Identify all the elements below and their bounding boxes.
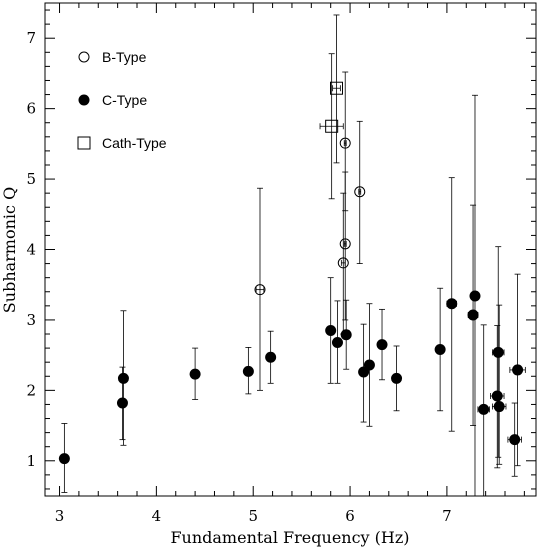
y-tick-label: 7 [26, 29, 36, 47]
legend: B-Type C-Type Cath-Type [77, 49, 167, 151]
c-type-point [509, 434, 521, 446]
c-type-point [493, 401, 505, 413]
y-tick-label: 2 [26, 381, 36, 399]
c-type-point [58, 453, 70, 465]
axis-ticks [45, 3, 536, 496]
legend-label: C-Type [102, 92, 147, 108]
c-type-point [189, 368, 201, 380]
b-type-point [339, 137, 351, 149]
c-type-point [512, 364, 524, 376]
c-type-point [491, 390, 503, 402]
c-type-point [242, 365, 254, 377]
tick-labels: 3 4 5 6 7 1 2 3 4 5 6 7 [26, 29, 451, 525]
y-tick-label: 5 [26, 170, 36, 188]
c-type-point [469, 290, 481, 302]
y-tick-label: 3 [26, 311, 36, 329]
b-type-point [354, 186, 366, 198]
c-type-point [331, 336, 343, 348]
c-type-point [446, 298, 458, 310]
c-type-point [340, 329, 352, 341]
x-tick-label: 4 [152, 507, 162, 525]
legend-marker [78, 51, 90, 63]
x-tick-label: 5 [248, 507, 258, 525]
c-type-point [325, 324, 337, 336]
y-tick-label: 1 [26, 452, 36, 470]
y-axis-label: Subharmonic Q [0, 187, 19, 313]
c-type-point [363, 359, 375, 371]
cath-type-point [330, 81, 344, 95]
c-type-point [376, 339, 388, 351]
x-tick-label: 6 [345, 507, 355, 525]
data-marks [58, 14, 526, 497]
c-type-point [492, 346, 504, 358]
legend-marker [77, 136, 91, 150]
c-type-point [467, 309, 479, 321]
b-type-point [339, 238, 351, 250]
b-type-point [337, 257, 349, 269]
c-type-point [391, 372, 403, 384]
cath-type-point [325, 119, 339, 133]
x-tick-label: 7 [442, 507, 452, 525]
x-axis-label: Fundamental Frequency (Hz) [170, 528, 409, 547]
plot-frame [44, 2, 537, 497]
x-tick-label: 3 [55, 507, 65, 525]
legend-label: B-Type [102, 49, 147, 65]
c-type-point [116, 397, 128, 409]
y-tick-label: 6 [26, 100, 36, 118]
c-type-point [117, 372, 129, 384]
c-type-point [265, 351, 277, 363]
y-tick-label: 4 [26, 241, 36, 259]
c-type-point [478, 403, 490, 415]
c-type-point [434, 344, 446, 356]
b-type-point [254, 284, 266, 296]
legend-label: Cath-Type [102, 135, 167, 151]
legend-marker [78, 94, 90, 106]
